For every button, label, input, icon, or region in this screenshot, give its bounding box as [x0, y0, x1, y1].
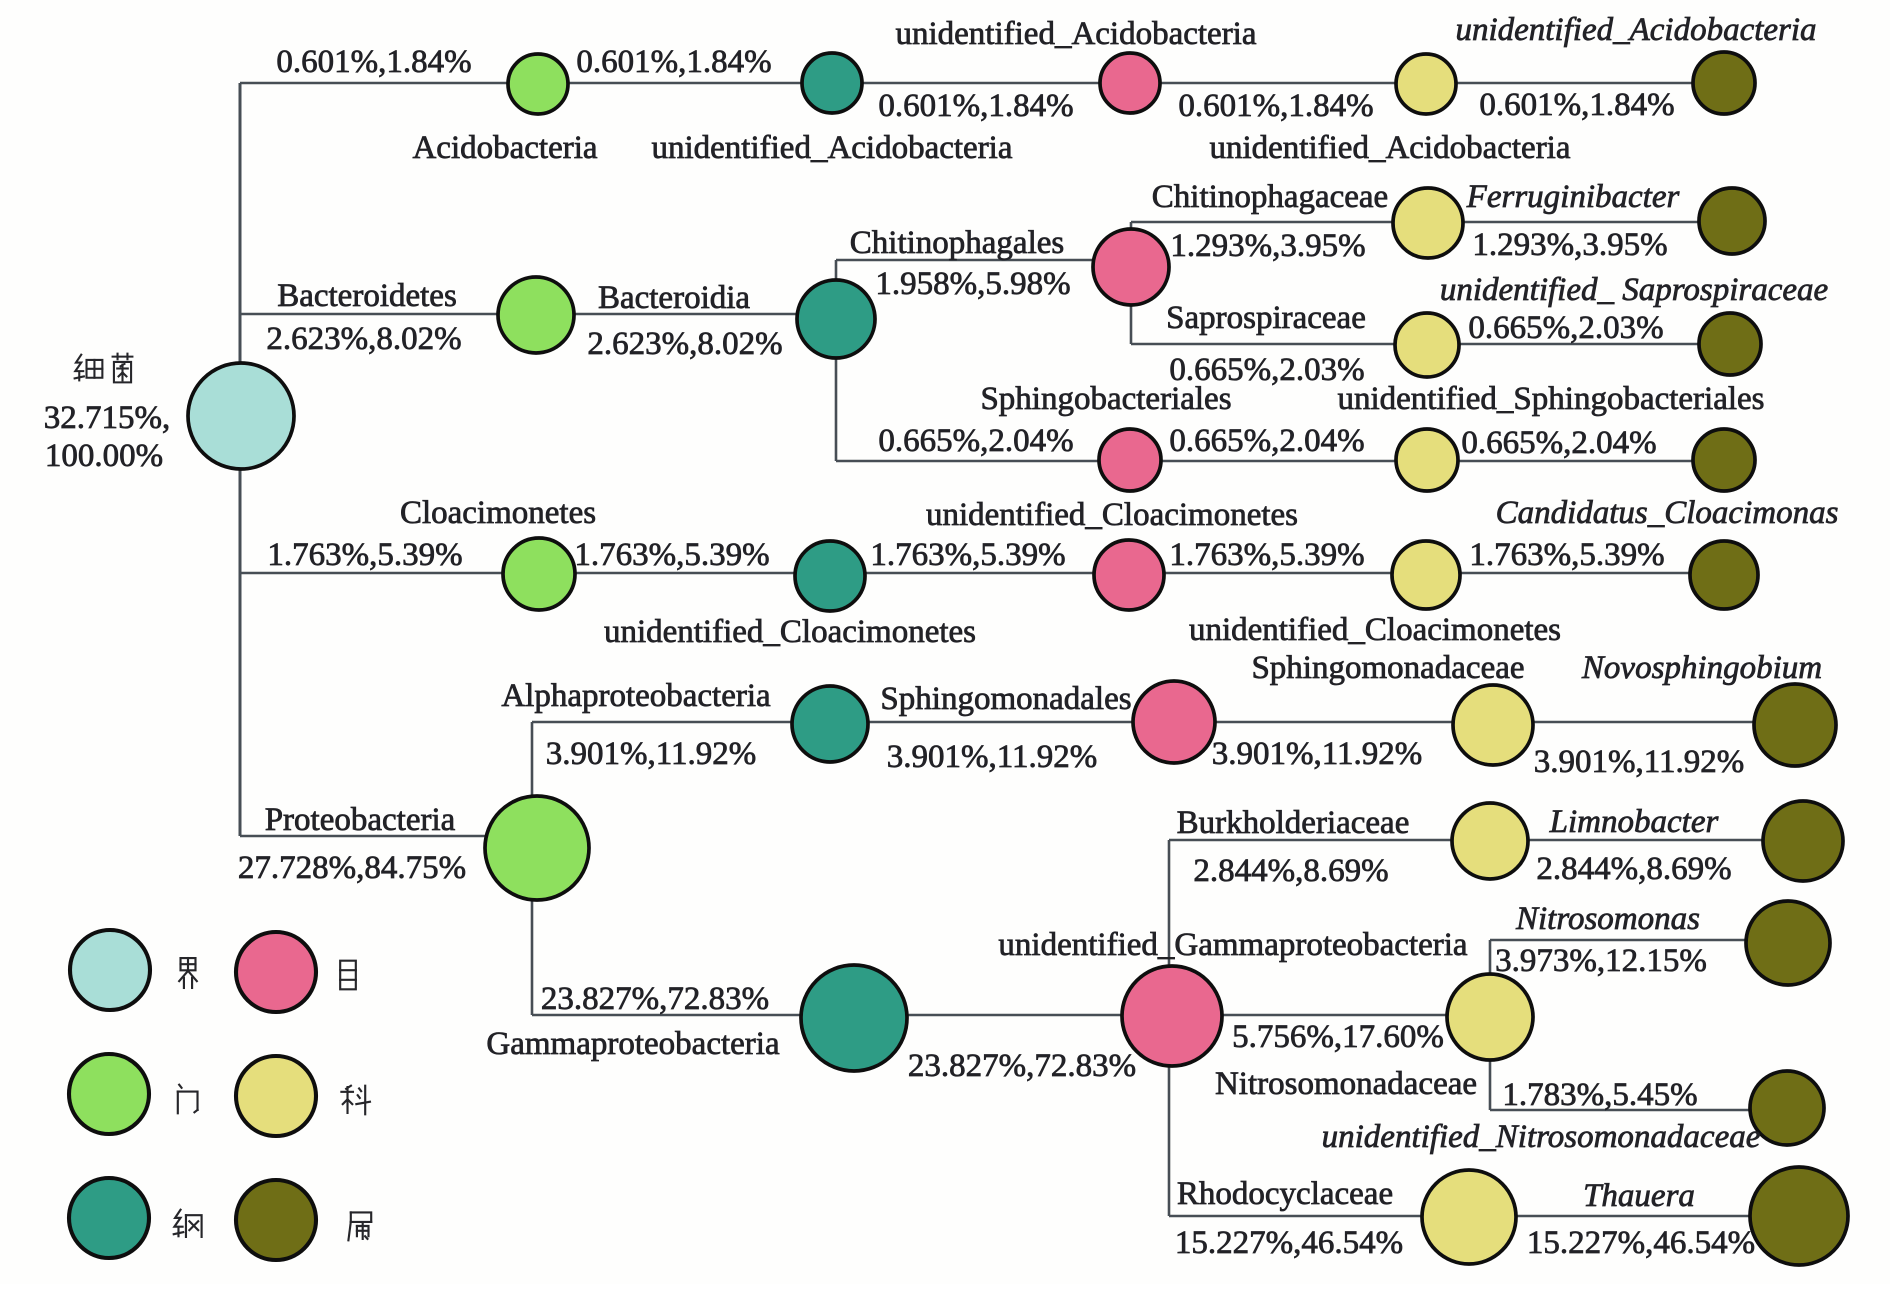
svg-text:Proteobacteria: Proteobacteria: [265, 802, 456, 838]
svg-text:Candidatus_Cloacimonas: Candidatus_Cloacimonas: [1496, 495, 1839, 531]
svg-text:unidentified_Acidobacteria: unidentified_Acidobacteria: [1209, 130, 1570, 166]
svg-text:0.665%,2.03%: 0.665%,2.03%: [1468, 310, 1663, 346]
svg-text:2.623%,8.02%: 2.623%,8.02%: [587, 326, 782, 362]
svg-text:Chitinophagales: Chitinophagales: [850, 225, 1064, 261]
svg-text:unidentified_Cloacimonetes: unidentified_Cloacimonetes: [604, 614, 976, 650]
svg-text:27.728%,84.75%: 27.728%,84.75%: [238, 850, 466, 886]
svg-text:unidentified_Acidobacteria: unidentified_Acidobacteria: [1455, 12, 1816, 48]
svg-text:3.973%,12.15%: 3.973%,12.15%: [1495, 943, 1707, 979]
svg-text:23.827%,72.83%: 23.827%,72.83%: [541, 981, 769, 1017]
svg-text:1.958%,5.98%: 1.958%,5.98%: [875, 266, 1070, 302]
svg-text:unidentified_Acidobacteria: unidentified_Acidobacteria: [651, 130, 1012, 166]
svg-text:15.227%,46.54%: 15.227%,46.54%: [1527, 1225, 1755, 1261]
svg-text:Rhodocyclaceae: Rhodocyclaceae: [1177, 1176, 1393, 1212]
svg-text:1.293%,3.95%: 1.293%,3.95%: [1472, 227, 1667, 263]
svg-text:unidentified_Sphingobacteriale: unidentified_Sphingobacteriales: [1337, 381, 1764, 417]
svg-text:Thauera: Thauera: [1583, 1178, 1695, 1214]
svg-text:0.601%,1.84%: 0.601%,1.84%: [276, 44, 471, 80]
svg-text:unidentified_Cloacimonetes: unidentified_Cloacimonetes: [1189, 612, 1561, 648]
svg-text:Novosphingobium: Novosphingobium: [1581, 650, 1822, 686]
svg-text:3.901%,11.92%: 3.901%,11.92%: [887, 739, 1098, 775]
svg-text:15.227%,46.54%: 15.227%,46.54%: [1175, 1225, 1403, 1261]
svg-text:1.763%,5.39%: 1.763%,5.39%: [574, 537, 769, 573]
svg-text:5.756%,17.60%: 5.756%,17.60%: [1232, 1019, 1444, 1055]
svg-text:Cloacimonetes: Cloacimonetes: [400, 495, 596, 531]
svg-text:Sphingomonadales: Sphingomonadales: [880, 681, 1131, 717]
svg-text:Gammaproteobacteria: Gammaproteobacteria: [486, 1026, 780, 1062]
svg-text:unidentified_Cloacimonetes: unidentified_Cloacimonetes: [926, 497, 1298, 533]
svg-text:unidentified_Gammaproteobacter: unidentified_Gammaproteobacteria: [998, 927, 1467, 963]
svg-text:0.601%,1.84%: 0.601%,1.84%: [878, 88, 1073, 124]
svg-text:Bacteroidia: Bacteroidia: [598, 280, 750, 316]
svg-text:Chitinophagaceae: Chitinophagaceae: [1152, 179, 1388, 215]
svg-text:0.601%,1.84%: 0.601%,1.84%: [1479, 87, 1674, 123]
svg-text:1.293%,3.95%: 1.293%,3.95%: [1170, 228, 1365, 264]
svg-text:Acidobacteria: Acidobacteria: [412, 130, 597, 166]
svg-text:2.844%,8.69%: 2.844%,8.69%: [1536, 851, 1731, 887]
svg-text:0.665%,2.04%: 0.665%,2.04%: [1461, 425, 1656, 461]
svg-text:1.763%,5.39%: 1.763%,5.39%: [1169, 537, 1364, 573]
svg-text:Limnobacter: Limnobacter: [1549, 804, 1719, 840]
svg-text:Saprospiraceae: Saprospiraceae: [1166, 300, 1366, 336]
svg-text:1.783%,5.45%: 1.783%,5.45%: [1502, 1077, 1697, 1113]
svg-text:0.601%,1.84%: 0.601%,1.84%: [1178, 88, 1373, 124]
svg-text:0.665%,2.04%: 0.665%,2.04%: [1169, 423, 1364, 459]
svg-text:Nitrosomonas: Nitrosomonas: [1515, 901, 1700, 937]
svg-text:unidentified_Acidobacteria: unidentified_Acidobacteria: [895, 16, 1256, 52]
svg-text:Nitrosomonadaceae: Nitrosomonadaceae: [1215, 1066, 1477, 1102]
svg-text:0.601%,1.84%: 0.601%,1.84%: [576, 44, 771, 80]
svg-text:unidentified_ Saprospiraceae: unidentified_ Saprospiraceae: [1440, 272, 1828, 308]
svg-text:0.665%,2.03%: 0.665%,2.03%: [1169, 352, 1364, 388]
svg-text:Sphingobacteriales: Sphingobacteriales: [980, 381, 1231, 417]
svg-text:1.763%,5.39%: 1.763%,5.39%: [1469, 537, 1664, 573]
svg-text:3.901%,11.92%: 3.901%,11.92%: [1212, 736, 1423, 772]
svg-text:32.715%,: 32.715%,: [44, 400, 171, 436]
svg-text:Ferruginibacter: Ferruginibacter: [1466, 179, 1680, 215]
svg-text:Burkholderiaceae: Burkholderiaceae: [1177, 805, 1410, 841]
svg-text:1.763%,5.39%: 1.763%,5.39%: [870, 537, 1065, 573]
svg-text:Sphingomonadaceae: Sphingomonadaceae: [1251, 650, 1524, 686]
svg-text:1.763%,5.39%: 1.763%,5.39%: [267, 537, 462, 573]
svg-text:3.901%,11.92%: 3.901%,11.92%: [546, 736, 757, 772]
svg-text:Bacteroidetes: Bacteroidetes: [277, 278, 457, 314]
svg-text:100.00%: 100.00%: [45, 438, 163, 474]
svg-text:unidentified_Nitrosomonadaceae: unidentified_Nitrosomonadaceae: [1322, 1119, 1761, 1155]
svg-text:3.901%,11.92%: 3.901%,11.92%: [1534, 744, 1745, 780]
svg-text:0.665%,2.04%: 0.665%,2.04%: [878, 423, 1073, 459]
svg-text:Alphaproteobacteria: Alphaproteobacteria: [501, 678, 771, 714]
svg-text:2.623%,8.02%: 2.623%,8.02%: [266, 321, 461, 357]
svg-text:23.827%,72.83%: 23.827%,72.83%: [908, 1048, 1136, 1084]
svg-text:2.844%,8.69%: 2.844%,8.69%: [1193, 853, 1388, 889]
